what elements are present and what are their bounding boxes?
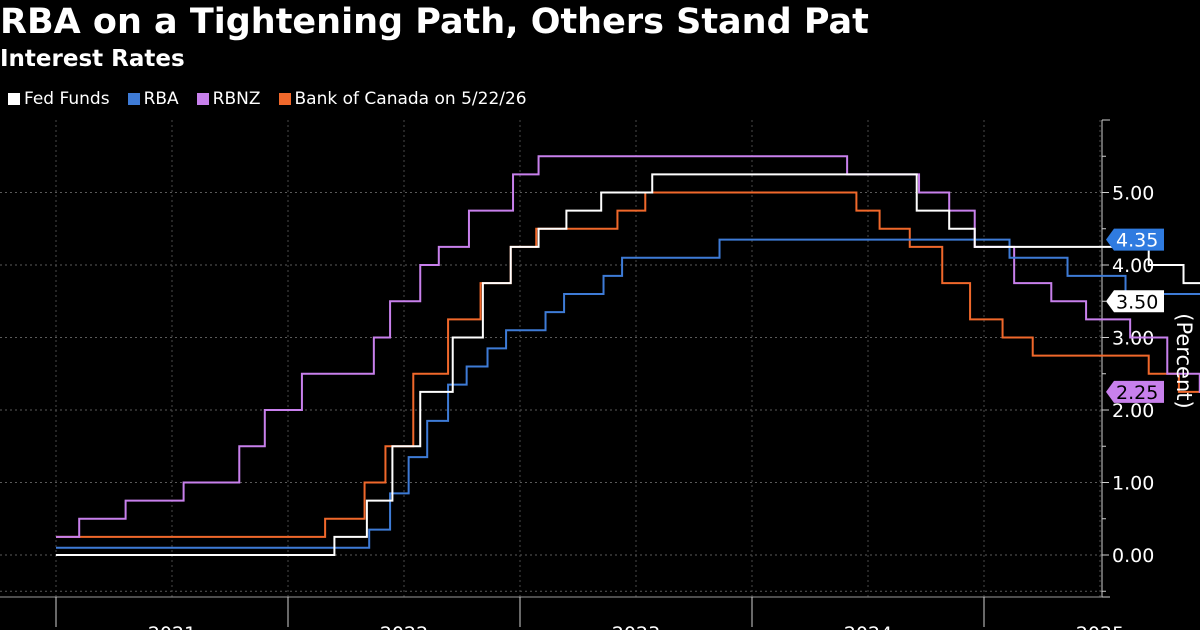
y-tick-label: 5.00 — [1112, 183, 1154, 205]
grid-lines — [0, 120, 1102, 597]
x-tick-label: 2024 — [844, 623, 892, 630]
legend-item-rbnz: RBNZ — [196, 89, 261, 109]
legend-swatch-rba — [127, 93, 140, 105]
chart-legend: Fed Funds RBA RBNZ Bank of Canada on 5/2… — [8, 89, 527, 109]
x-tick-label: 2021 — [148, 623, 196, 630]
legend-swatch-bank-of-canada — [278, 93, 291, 105]
legend-label-bank-of-canada: Bank of Canada on 5/22/26 — [294, 89, 527, 109]
x-tick-label: 2025 — [1076, 623, 1124, 630]
end-label-text: 3.50 — [1116, 291, 1158, 313]
series-lines — [56, 155, 1200, 556]
y-tick-label: 1.00 — [1112, 473, 1154, 495]
legend-item-fed-funds: Fed Funds — [8, 89, 110, 109]
y-tick-label: 2.00 — [1112, 400, 1154, 422]
y-axis-label: (Percent) — [1172, 313, 1196, 409]
legend-swatch-rbnz — [196, 93, 209, 105]
end-labels: 4.35 3.50 2.25 — [1106, 228, 1164, 404]
end-label-box — [1106, 290, 1164, 313]
chart-subtitle: Interest Rates — [0, 46, 185, 72]
legend-label-rba: RBA — [143, 89, 179, 109]
series-line-fed-funds — [56, 173, 1200, 556]
series-line-rba — [56, 238, 1200, 549]
series-line-rbnz — [56, 155, 1200, 538]
x-axis: 202120222023202420252026 — [0, 596, 1124, 630]
legend-label-fed-funds: Fed Funds — [24, 89, 110, 109]
y-axis: 0.001.002.003.004.005.00 — [1101, 119, 1154, 598]
chart-title: RBA on a Tightening Path, Others Stand P… — [0, 2, 869, 42]
legend-swatch-fed-funds — [8, 93, 20, 105]
y-tick-label: 0.00 — [1112, 545, 1154, 567]
legend-item-bank-of-canada: Bank of Canada on 5/22/26 — [278, 89, 527, 109]
end-label-box — [1106, 228, 1164, 251]
x-tick-label: 2023 — [612, 623, 660, 630]
end-label-text: 4.35 — [1116, 230, 1158, 252]
series-line-bank-of-canada-on-5-22-26 — [56, 191, 1200, 538]
x-tick-label: 2022 — [380, 623, 428, 630]
y-tick-label: 4.00 — [1112, 255, 1154, 277]
legend-label-rbnz: RBNZ — [212, 89, 261, 109]
legend-item-rba: RBA — [127, 89, 179, 109]
end-label-text: 2.25 — [1116, 382, 1158, 404]
end-label-box — [1106, 380, 1164, 403]
